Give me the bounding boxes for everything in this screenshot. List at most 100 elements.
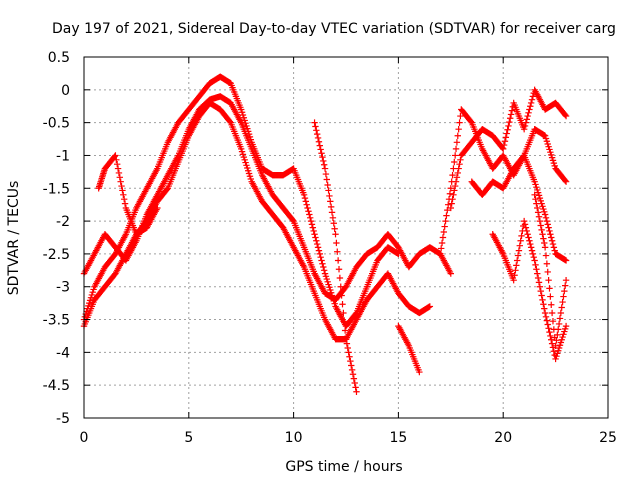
data-point	[558, 304, 565, 311]
data-point	[303, 201, 310, 208]
data-point	[332, 231, 339, 238]
data-point	[453, 174, 461, 181]
data-point	[300, 191, 308, 199]
data-point	[540, 235, 547, 242]
data-point	[326, 192, 333, 200]
data-point	[240, 114, 248, 121]
data-point	[119, 187, 126, 194]
data-point	[542, 135, 550, 142]
data-point	[554, 350, 561, 357]
data-point	[562, 276, 570, 284]
data-point	[533, 200, 540, 207]
data-point	[90, 286, 97, 293]
data-point	[451, 152, 459, 159]
data-point	[239, 151, 247, 158]
data-point	[467, 118, 475, 125]
data-point	[302, 198, 310, 205]
series-arc-10	[489, 217, 570, 363]
data-point	[446, 190, 454, 197]
data-point	[322, 273, 330, 280]
data-point	[351, 379, 358, 387]
data-point	[555, 320, 563, 328]
series-arc-5	[311, 119, 360, 395]
data-point	[241, 156, 248, 164]
chart-title: Day 197 of 2021, Sidereal Day-to-day VTE…	[52, 21, 616, 37]
data-point	[447, 270, 454, 277]
data-point	[309, 224, 317, 231]
data-point	[319, 153, 326, 161]
data-point	[548, 301, 555, 308]
data-point	[546, 227, 553, 235]
data-point	[331, 225, 338, 232]
x-tick-label: 20	[494, 430, 512, 446]
data-point	[416, 368, 423, 376]
data-point	[555, 347, 562, 354]
data-point	[244, 164, 251, 172]
data-point	[316, 250, 323, 258]
data-point	[454, 132, 461, 139]
data-point	[238, 148, 246, 155]
data-point	[539, 296, 546, 304]
data-point	[510, 276, 517, 284]
data-point	[323, 176, 330, 183]
y-tick-label: 0.5	[48, 50, 70, 66]
data-point	[536, 283, 544, 290]
data-point	[334, 257, 342, 264]
data-point	[118, 182, 125, 190]
data-point	[245, 130, 253, 138]
data-point	[426, 303, 434, 310]
data-point	[535, 279, 543, 286]
data-point	[548, 340, 556, 347]
data-point	[553, 352, 560, 360]
data-point	[540, 205, 547, 213]
data-point	[543, 260, 551, 267]
data-point	[536, 217, 544, 225]
data-point	[451, 182, 459, 190]
data-point	[349, 371, 357, 378]
data-point	[329, 295, 337, 302]
data-point	[530, 253, 537, 261]
y-tick-label: -0.5	[43, 116, 70, 132]
data-point	[242, 159, 249, 166]
data-point	[531, 178, 538, 185]
axis-ticks	[83, 56, 609, 419]
data-point	[112, 152, 119, 159]
data-point	[548, 237, 556, 244]
data-point	[544, 321, 551, 328]
data-point	[516, 242, 523, 249]
data-point	[247, 175, 255, 183]
data-point	[534, 189, 542, 196]
data-point	[451, 158, 458, 166]
data-point	[562, 257, 570, 264]
data-point	[313, 130, 321, 138]
data-point	[348, 366, 356, 374]
data-point	[501, 138, 509, 145]
data-point	[560, 331, 567, 338]
data-point	[542, 252, 550, 259]
data-point	[502, 134, 510, 141]
data-point	[244, 167, 252, 174]
data-point	[554, 331, 561, 339]
data-point	[440, 228, 448, 236]
data-point	[312, 234, 319, 241]
data-point	[520, 153, 527, 160]
data-point	[313, 127, 320, 134]
data-point	[247, 136, 255, 143]
series-arc-4	[95, 152, 161, 238]
data-point	[320, 263, 327, 271]
data-point	[559, 333, 566, 341]
data-point	[325, 281, 332, 288]
series-arc-6	[395, 322, 423, 376]
data-point	[449, 196, 456, 203]
data-point	[543, 317, 551, 324]
data-point	[521, 221, 529, 228]
data-point	[330, 220, 337, 227]
data-point	[538, 226, 545, 234]
data-point	[320, 267, 328, 274]
data-point	[549, 240, 557, 248]
data-point	[550, 244, 558, 251]
data-point	[539, 231, 546, 238]
data-point	[541, 239, 548, 247]
y-tick-label: -4	[56, 345, 70, 361]
data-point	[547, 293, 554, 300]
